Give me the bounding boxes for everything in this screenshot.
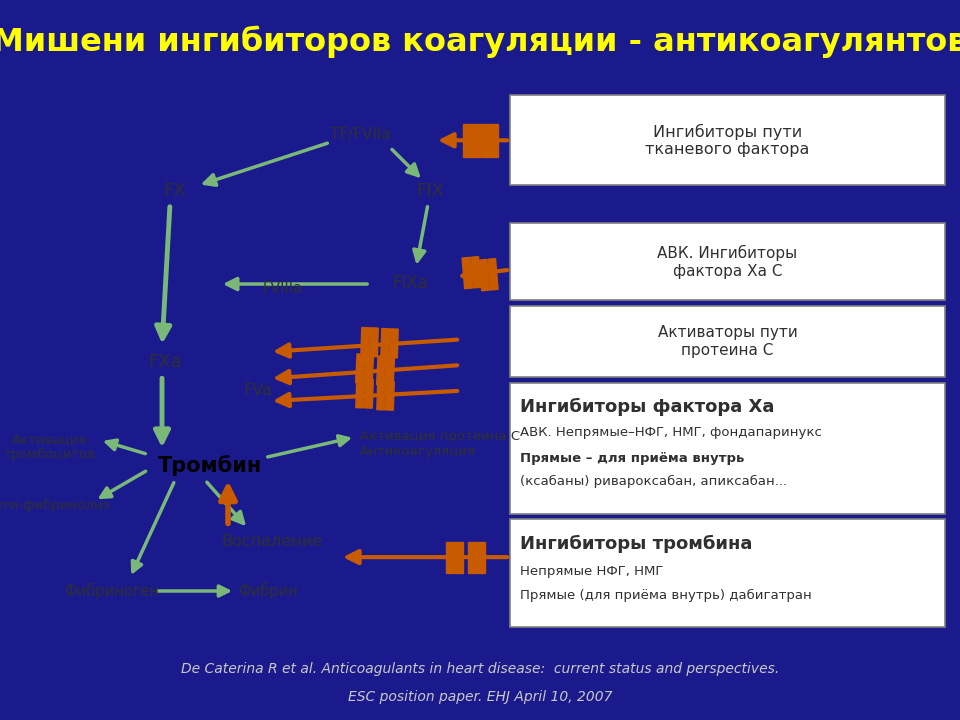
- Text: Фибрин: Фибрин: [238, 583, 298, 599]
- Bar: [477, 541, 485, 572]
- Bar: [377, 381, 386, 410]
- Text: Прямые (для приёма внутрь) дабигатран: Прямые (для приёма внутрь) дабигатран: [520, 589, 812, 602]
- Text: FIX: FIX: [416, 181, 444, 199]
- Bar: [470, 256, 481, 288]
- Text: FXa: FXa: [148, 353, 181, 371]
- Bar: [356, 379, 365, 408]
- Text: Ингибиторы пути
тканевого фактора: Ингибиторы пути тканевого фактора: [645, 124, 809, 157]
- Bar: [468, 541, 476, 572]
- Bar: [510, 95, 945, 186]
- Text: Непрямые НФГ, НМГ: Непрямые НФГ, НМГ: [520, 565, 663, 578]
- Bar: [365, 354, 373, 384]
- Bar: [510, 305, 945, 377]
- Text: Воспаление: Воспаление: [222, 534, 323, 549]
- Text: Фибриноген: Фибриноген: [64, 583, 159, 599]
- Text: Активация протеина С
Антикоагуляция: Активация протеина С Антикоагуляция: [360, 430, 520, 458]
- Bar: [510, 519, 945, 627]
- Bar: [446, 541, 454, 572]
- Bar: [481, 124, 489, 157]
- Bar: [381, 328, 390, 358]
- Text: Тромбин: Тромбин: [157, 455, 262, 476]
- Text: Ингибиторы фактора Ха: Ингибиторы фактора Ха: [520, 398, 775, 416]
- Bar: [355, 354, 365, 383]
- Bar: [510, 382, 945, 514]
- Bar: [376, 356, 386, 385]
- Bar: [361, 328, 370, 356]
- Text: (ксабаны) ривароксабан, апиксабан...: (ксабаны) ривароксабан, апиксабан...: [520, 475, 787, 488]
- Text: TF/FVIIa: TF/FVIIa: [329, 127, 391, 142]
- Bar: [385, 356, 395, 385]
- Bar: [488, 258, 498, 290]
- Text: FVIIIa: FVIIIa: [263, 281, 303, 296]
- Bar: [462, 257, 472, 289]
- Bar: [510, 223, 945, 300]
- Text: Анти-фибринолиз: Анти-фибринолиз: [0, 499, 110, 513]
- Text: Активаторы пути
протеина С: Активаторы пути протеина С: [658, 325, 798, 358]
- Bar: [464, 124, 471, 157]
- Bar: [479, 259, 490, 291]
- Text: АВК. Непрямые–НФГ, НМГ, фондапаринукс: АВК. Непрямые–НФГ, НМГ, фондапаринукс: [520, 426, 822, 438]
- Text: ESC position paper. EHJ April 10, 2007: ESC position paper. EHJ April 10, 2007: [348, 690, 612, 704]
- Text: Ингибиторы тромбина: Ингибиторы тромбина: [520, 534, 753, 553]
- Bar: [365, 379, 373, 408]
- Bar: [455, 541, 463, 572]
- Bar: [390, 329, 398, 358]
- Text: Прямые – для приёма внутрь: Прямые – для приёма внутрь: [520, 452, 744, 465]
- Bar: [491, 124, 498, 157]
- Text: FX: FX: [164, 181, 186, 199]
- Bar: [370, 328, 378, 357]
- Bar: [472, 124, 480, 157]
- Text: FIXa: FIXa: [392, 274, 428, 292]
- Bar: [386, 381, 395, 410]
- Text: Мишени ингибиторов коагуляции - антикоагулянтов: Мишени ингибиторов коагуляции - антикоаг…: [0, 25, 960, 58]
- Text: Активация
тромбоцитов: Активация тромбоцитов: [4, 433, 96, 462]
- Text: De Caterina R et al. Anticoagulants in heart disease:  current status and perspe: De Caterina R et al. Anticoagulants in h…: [180, 662, 780, 675]
- Text: FVa: FVa: [244, 383, 273, 398]
- Text: АВК. Ингибиторы
фактора Ха С: АВК. Ингибиторы фактора Ха С: [658, 246, 798, 279]
